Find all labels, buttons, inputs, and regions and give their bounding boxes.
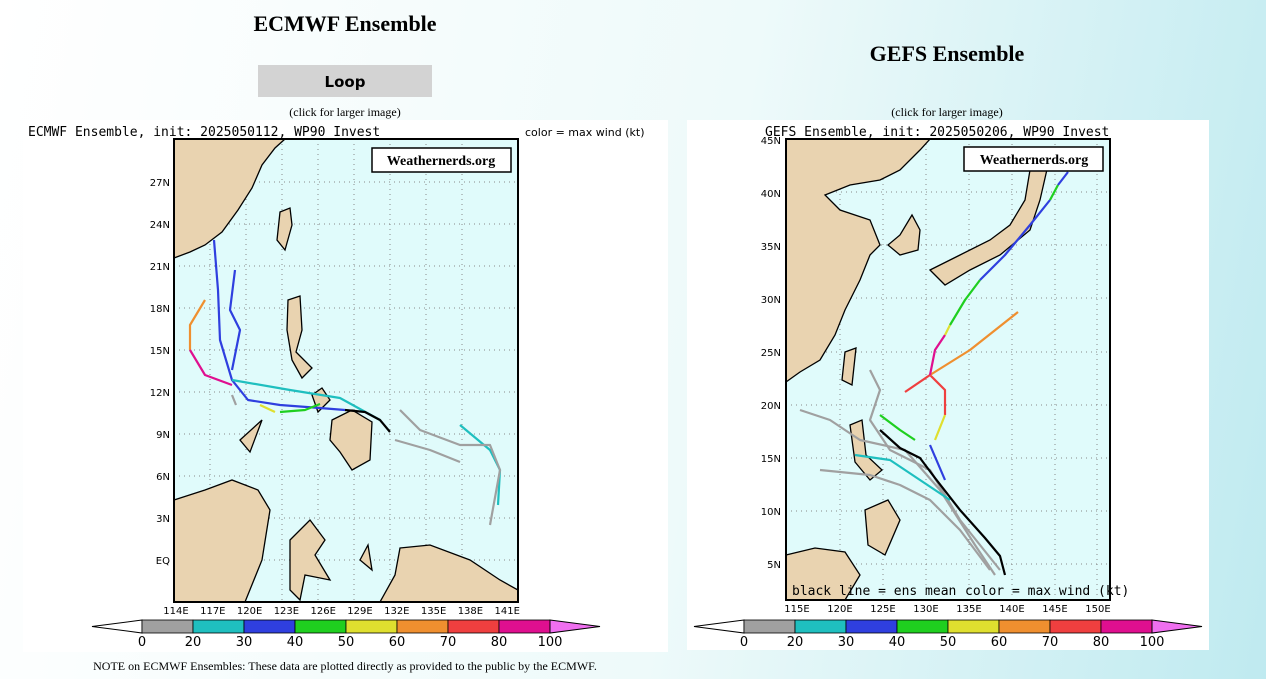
lon-label: 150E — [1085, 604, 1110, 615]
lon-label: 115E — [784, 604, 809, 615]
colorbar-segment — [1049, 619, 1102, 634]
right-map-header: GEFS Ensemble, init: 2025050206, WP90 In… — [765, 125, 1109, 140]
left-watermark: Weathernerds.org — [387, 154, 495, 169]
colorbar-segment — [141, 619, 194, 634]
colorbar-segment — [743, 619, 796, 634]
colorbar-segment — [845, 619, 898, 634]
lat-label: 5N — [767, 560, 781, 571]
right-axis-labels: 45N 40N 35N 30N 25N 20N 15N 10N 5N 115E 120E 125E 13… — [693, 136, 1203, 650]
lat-label: 18N — [150, 304, 170, 315]
lon-label: 138E — [458, 606, 483, 617]
right-caption: (click for larger image) — [891, 105, 1002, 119]
lat-label: 3N — [156, 514, 170, 525]
colorbar-label: 70 — [1042, 635, 1059, 650]
right-land — [785, 138, 1049, 601]
colorbar-label: 60 — [389, 635, 406, 650]
colorbar-label: 100 — [538, 635, 563, 650]
lon-label: 135E — [956, 604, 981, 615]
lat-label: 9N — [156, 430, 170, 441]
left-caption: (click for larger image) — [289, 105, 400, 119]
left-axis-labels: 27N 24N 21N 18N 15N 12N 9N 6N 3N EQ 114E 117E 120E 12… — [91, 178, 601, 650]
right-footer-left: black line = ens mean — [792, 584, 956, 599]
colorbar-segment — [243, 619, 296, 634]
lon-label: 114E — [163, 606, 188, 617]
lat-label: 45N — [761, 136, 781, 147]
colorbar-label: 70 — [440, 635, 457, 650]
lat-label: 27N — [150, 178, 170, 189]
colorbar-segment — [896, 619, 949, 634]
lon-label: 125E — [870, 604, 895, 615]
lon-label: 117E — [200, 606, 225, 617]
right-title: GEFS Ensemble — [870, 41, 1025, 66]
right-watermark: Weathernerds.org — [980, 153, 1088, 168]
right-map-frame — [785, 138, 1111, 601]
lat-label: 15N — [150, 346, 170, 357]
colorbar-label: 50 — [940, 635, 957, 650]
lon-label: 120E — [827, 604, 852, 615]
ecmwf-note: NOTE on ECMWF Ensembles: These data are … — [93, 659, 597, 673]
colorbar-label: 100 — [1140, 635, 1165, 650]
lon-label: 145E — [1042, 604, 1067, 615]
left-map-header: ECMWF Ensemble, init: 2025050112, WP90 I… — [28, 125, 380, 140]
lon-label: 123E — [274, 606, 299, 617]
colorbar-label: 40 — [889, 635, 906, 650]
loop-button-label[interactable]: Loop — [325, 73, 366, 91]
lat-label: 12N — [150, 388, 170, 399]
colorbar-high-arrow — [549, 619, 601, 634]
left-title: ECMWF Ensemble — [253, 11, 436, 36]
colorbar-segment — [192, 619, 245, 634]
left-legend-note: color = max wind (kt) — [525, 126, 645, 139]
lat-label: 30N — [761, 295, 781, 306]
lon-label: 135E — [421, 606, 446, 617]
colorbar-segment — [345, 619, 398, 634]
colorbar-label: 60 — [991, 635, 1008, 650]
colorbar-label: 0 — [740, 635, 748, 650]
colorbar-label: 80 — [491, 635, 508, 650]
colorbar-segment — [447, 619, 500, 634]
colorbar-label: 80 — [1093, 635, 1110, 650]
lat-label: 21N — [150, 262, 170, 273]
lon-label: 141E — [494, 606, 519, 617]
loop-button[interactable] — [258, 65, 432, 97]
colorbar-label: 30 — [236, 635, 253, 650]
colorbar-label: 50 — [338, 635, 355, 650]
lon-label: 120E — [237, 606, 262, 617]
lon-label: 129E — [347, 606, 372, 617]
lat-label: 15N — [761, 454, 781, 465]
colorbar-segment — [1100, 619, 1153, 634]
right-footer-right: color = max wind (kt) — [965, 584, 1129, 599]
colorbar-segment — [998, 619, 1051, 634]
left-map-frame — [173, 138, 519, 603]
colorbar-segment — [498, 619, 551, 634]
colorbar-label: 0 — [138, 635, 146, 650]
lat-label: 20N — [761, 401, 781, 412]
colorbar-label: 40 — [287, 635, 304, 650]
lat-label: 24N — [150, 220, 170, 231]
lon-label: 130E — [913, 604, 938, 615]
colorbar-segment — [396, 619, 449, 634]
colorbar-label: 30 — [838, 635, 855, 650]
colorbar-segment — [794, 619, 847, 634]
lat-label: 25N — [761, 348, 781, 359]
colorbar-label: 20 — [185, 635, 202, 650]
colorbar-segment — [294, 619, 347, 634]
lat-label: 40N — [761, 189, 781, 200]
colorbar-segment — [947, 619, 1000, 634]
right-grid — [786, 139, 1110, 600]
left-watermark-box — [371, 147, 512, 173]
right-tracks — [799, 171, 1069, 576]
right-watermark-box — [963, 146, 1104, 172]
lat-label: 10N — [761, 507, 781, 518]
lat-label: 6N — [156, 472, 170, 483]
lat-label: 35N — [761, 242, 781, 253]
colorbar-high-arrow — [1151, 619, 1203, 634]
lat-label: EQ — [156, 556, 170, 567]
lon-label: 140E — [999, 604, 1024, 615]
lon-label: 132E — [384, 606, 409, 617]
lon-label: 126E — [310, 606, 335, 617]
left-tracks — [188, 239, 502, 526]
colorbar-label: 20 — [787, 635, 804, 650]
